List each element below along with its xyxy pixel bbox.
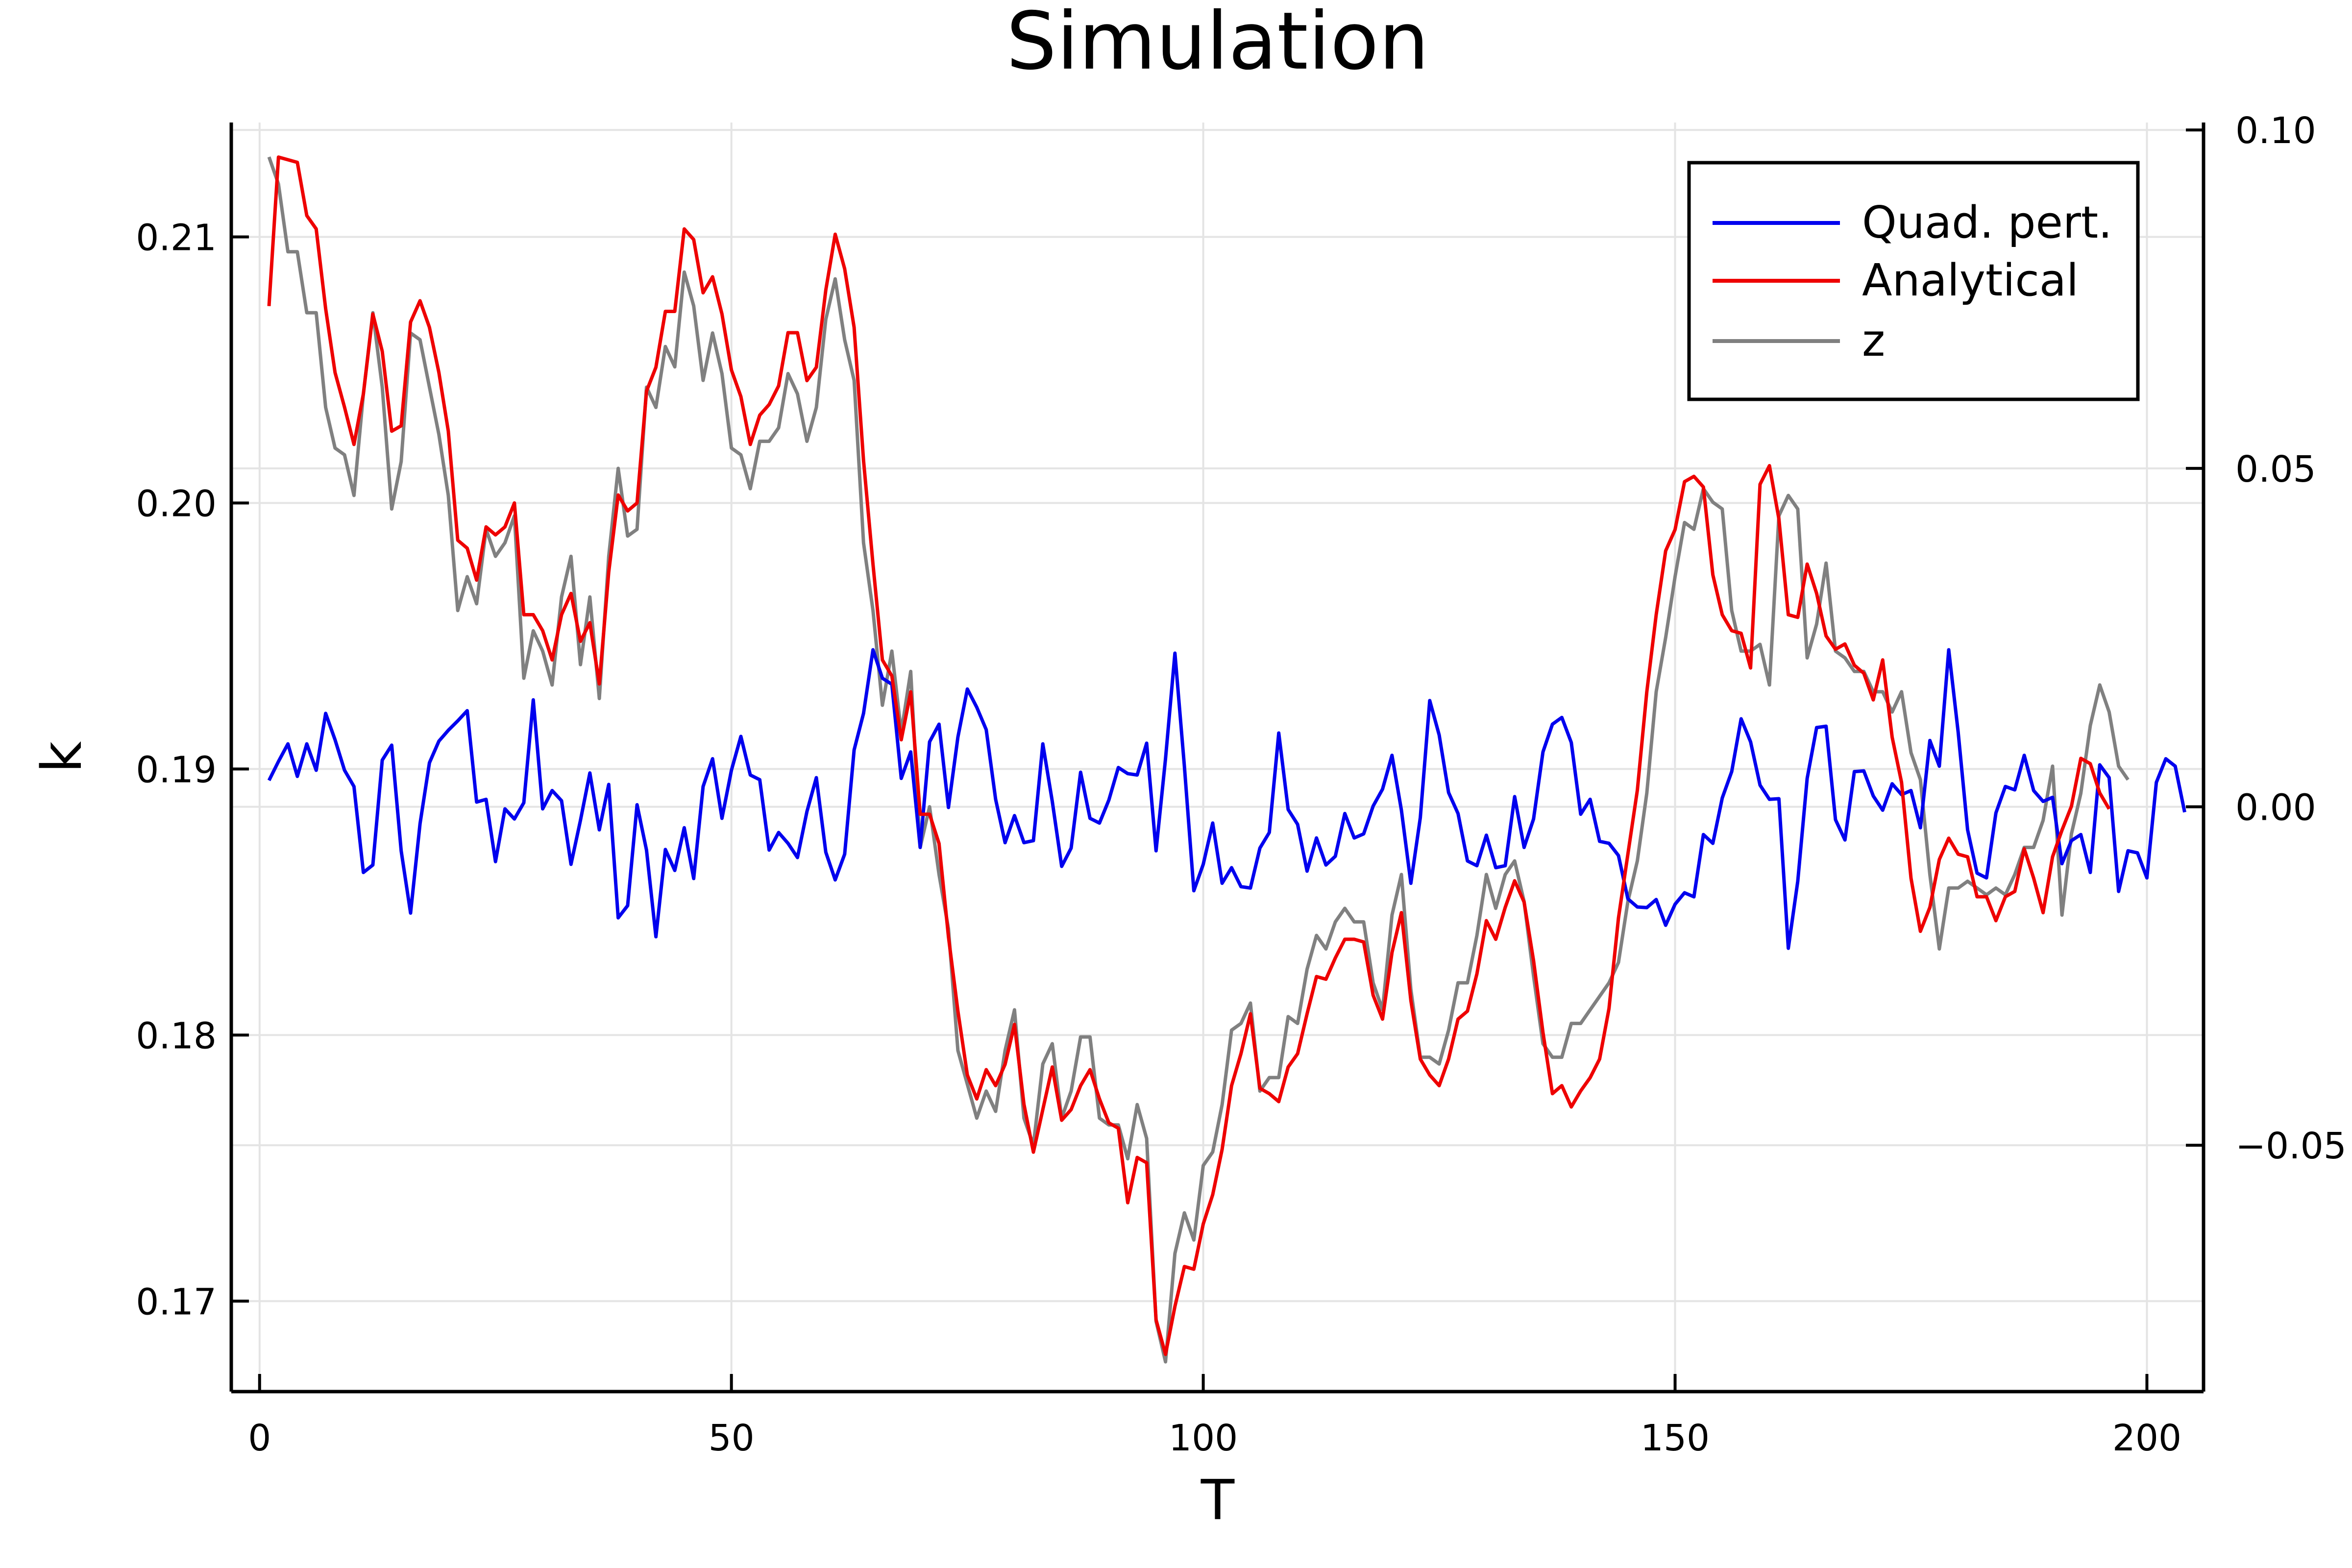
chart-title: Simulation bbox=[1006, 0, 1429, 88]
legend: Quad. pert. Analytical z bbox=[1687, 161, 2140, 401]
y-tick-label: 0.20 bbox=[136, 483, 217, 525]
axes bbox=[229, 122, 2205, 1394]
x-tick-label: 100 bbox=[1169, 1417, 1238, 1459]
y-axis-title: k bbox=[30, 741, 94, 773]
legend-label-quad-pert: Quad. pert. bbox=[1862, 197, 2112, 248]
y-tick-label: 0.17 bbox=[136, 1281, 217, 1323]
y2-tick-label: 0.05 bbox=[2235, 448, 2316, 490]
ticks: 0 50 100 150 200 0.17 0.18 0.19 0.20 0.21 −0.05 0.0… bbox=[136, 110, 2347, 1459]
legend-label-z: z bbox=[1862, 315, 1885, 367]
y2-tick-label: 0.10 bbox=[2235, 110, 2316, 152]
y2-tick-label: −0.05 bbox=[2235, 1125, 2347, 1167]
y-tick-label: 0.21 bbox=[136, 217, 217, 259]
series-line-z bbox=[267, 156, 2130, 1364]
y-tick-label: 0.18 bbox=[136, 1015, 217, 1057]
x-tick-label: 0 bbox=[248, 1417, 271, 1459]
x-tick-label: 200 bbox=[2112, 1417, 2181, 1459]
series-line-quad-pert bbox=[267, 648, 2186, 950]
y2-tick-label: 0.00 bbox=[2235, 787, 2316, 829]
x-tick-label: 150 bbox=[1641, 1417, 1710, 1459]
legend-label-analytical: Analytical bbox=[1862, 255, 2079, 306]
y-tick-label: 0.19 bbox=[136, 749, 217, 791]
series-layer bbox=[267, 155, 2186, 1364]
x-tick-label: 50 bbox=[709, 1417, 755, 1459]
x-axis-title: T bbox=[1200, 1469, 1235, 1532]
series-line-analytical bbox=[267, 155, 2111, 1356]
